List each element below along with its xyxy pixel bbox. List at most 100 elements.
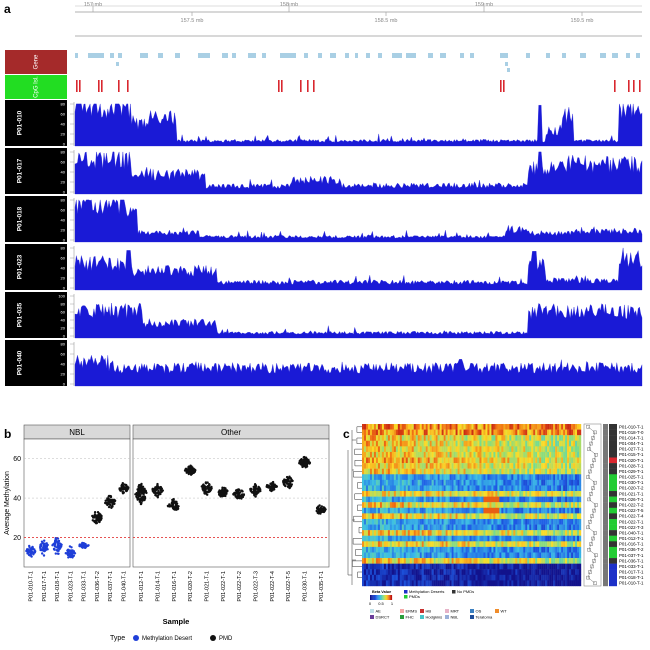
heatmap-cell [485,530,488,536]
heatmap-cell [535,457,538,464]
heatmap-cell [403,524,406,531]
heatmap-cell [533,502,536,508]
heatmap-cell [513,479,516,486]
heatmap-cell [503,558,506,564]
heatmap-cell [393,446,397,453]
heatmap-cell [459,524,462,531]
heatmap-cell [545,535,548,542]
heatmap-cell [417,451,420,458]
heatmap-cell [465,546,468,553]
heatmap-cell [395,474,399,481]
heatmap-cell [537,552,540,559]
heatmap-cell [475,563,478,570]
heatmap-cell [427,468,430,475]
heatmap-cell [387,457,391,464]
heatmap-cell [399,552,403,559]
heatmap-cell [413,485,416,492]
scatter-point [32,552,35,555]
heatmap-cell [535,468,538,475]
heatmap-cell [403,485,406,492]
heatmap-cell [519,558,522,564]
heatmap-cell [541,513,544,520]
heatmap-cell [419,574,422,581]
panel-c-letter: c [343,427,350,441]
scatter-point [285,482,288,485]
heatmap-cell [421,479,424,486]
heatmap-cell [381,440,385,447]
heatmap-cell [443,446,446,453]
heatmap-cell [401,574,405,581]
heatmap-cell [517,485,520,492]
heatmap-cell [529,457,532,464]
heatmap-cell [391,451,395,458]
heatmap-cell [461,429,464,436]
gene-feature [175,53,180,58]
heatmap-cell [439,457,442,464]
heatmap-cell [553,546,556,553]
scatter-point [184,467,188,470]
heatmap-row-labels: P01-010-T-1P01-018-T-0P01-014-T-1P01-004… [619,424,644,585]
heatmap-cell [373,580,377,587]
heatmap-cell [367,485,371,492]
scatter-point [202,488,205,491]
heatmap-cell [381,463,385,469]
heatmap-cell [511,524,514,531]
heatmap-cell [481,524,484,531]
scatter-point [300,460,303,464]
heatmap-cell [497,558,500,564]
heatmap-cell [395,569,399,576]
heatmap-cell [387,451,391,458]
heatmap-cell [515,457,518,464]
heatmap-cell [427,491,430,497]
cgi-feature [300,80,302,92]
heatmap-cell [569,518,572,525]
heatmap-cell [362,580,365,587]
heatmap-cell [453,491,456,497]
heatmap-cell [387,558,391,564]
heatmap-cell [457,457,460,464]
heatmap-cell [413,518,416,525]
heatmap-cell [461,558,464,564]
heatmap-cell [467,558,470,564]
heatmap-cell [435,474,438,481]
heatmap-cell [489,546,492,553]
heatmap-cell [435,429,438,436]
heatmap-cell [443,513,446,520]
heatmap-cell [493,507,496,514]
side-mini-plot [583,423,602,587]
heatmap-cell [423,440,426,447]
side-type-cell [603,502,608,508]
heatmap-cell [441,513,444,520]
heatmap-cell [399,563,403,570]
heatmap-cell [475,446,478,453]
heatmap-cell [419,580,422,587]
heatmap-cell [427,513,430,520]
heatmap-cell [455,440,458,447]
heatmap-cell [551,535,554,542]
heatmap-cell [575,451,578,458]
heatmap-cell [417,507,420,514]
heatmap-cell [553,457,556,464]
heatmap-cell [571,535,574,542]
heatmap-cell [469,468,472,475]
heatmap-cell [533,474,536,481]
heatmap-cell [477,524,480,531]
scatter-point [140,501,143,505]
scatter-point [236,492,240,495]
heatmap-cell [493,580,496,587]
heatmap-cell [565,524,568,531]
heatmap-cell [397,580,401,587]
heatmap-cell [577,457,580,464]
heatmap-cell [521,440,524,447]
heatmap-cell [455,485,458,492]
heatmap-cell [523,546,526,553]
heatmap-cell [395,546,399,553]
heatmap-cell [487,569,490,576]
heatmap-cell [407,479,410,486]
heatmap-cell [551,530,554,536]
heatmap-cell [523,440,526,447]
side-group-cell [609,524,617,531]
heatmap-cell [485,468,488,475]
side-mini-plot-point [593,581,597,585]
track-ytick: 0 [63,142,66,147]
